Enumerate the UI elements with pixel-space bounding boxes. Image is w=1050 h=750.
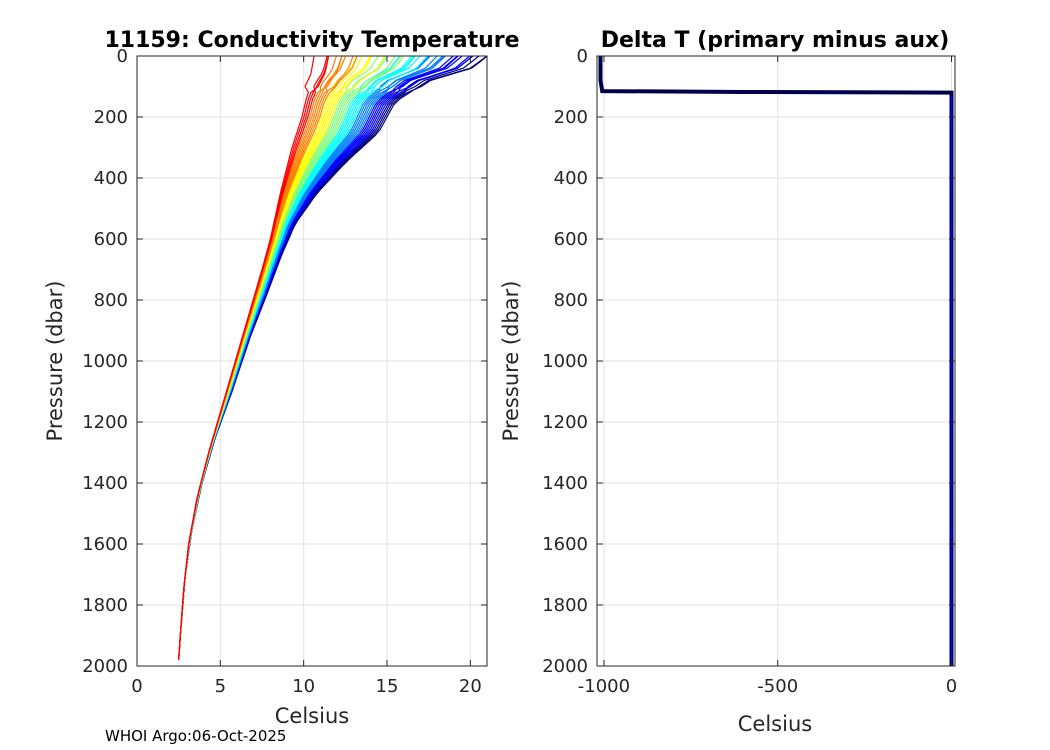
delta-t-tick-label-x: -500 [757, 676, 798, 697]
temperature-profile-line [178, 55, 330, 660]
delta-t-tick-label-y: 1000 [542, 351, 588, 372]
temperature-tick-label-x: 0 [131, 676, 142, 697]
profiles-temperature [178, 55, 488, 660]
temperature-tick-label-y: 1200 [82, 412, 128, 433]
temperature-tick-label-x: 15 [376, 676, 399, 697]
delta-t-tick-label-y: 600 [554, 229, 588, 250]
ticks-delta-t: 0 200 400 600 800 1000 1200 1400 1600 1800 2000-10… [542, 46, 957, 697]
temperature-tick-label-y: 1000 [82, 351, 128, 372]
temperature-tick-label-y: 600 [94, 229, 128, 250]
temperature-profile-line [178, 55, 438, 660]
temperature-profile-line [178, 55, 337, 660]
temperature-tick-label-y: 800 [94, 290, 128, 311]
delta-t-tick-label-y: 400 [554, 168, 588, 189]
temperature-tick-label-x: 20 [459, 676, 482, 697]
chart-temperature: 11159: Conductivity Temperature 02004006… [43, 28, 520, 728]
delta-t-tick-label-y: 0 [577, 46, 588, 67]
footer-label: WHOI Argo:06-Oct-2025 [105, 727, 286, 745]
delta-t-tick-label-y: 1600 [542, 534, 588, 555]
temperature-profile-line [178, 55, 315, 660]
chart-title-delta-t: Delta T (primary minus aux) [601, 28, 950, 53]
x-axis-label-delta-t: Celsius [738, 712, 812, 736]
y-axis-label-temperature: Pressure (dbar) [43, 281, 67, 442]
temperature-tick-label-y: 1400 [82, 473, 128, 494]
temperature-profile-line [178, 55, 405, 660]
temperature-profile-line [178, 55, 431, 660]
delta-t-tick-label-x: -1000 [578, 676, 630, 697]
delta-t-tick-label-y: 2000 [542, 656, 588, 677]
temperature-tick-label-x: 10 [292, 676, 315, 697]
delta-t-tick-label-x: 0 [946, 676, 957, 697]
x-axis-label-temperature: Celsius [275, 704, 349, 728]
y-axis-label-delta-t: Pressure (dbar) [499, 281, 523, 442]
grid-delta-t [597, 55, 955, 667]
delta-t-tick-label-y: 1400 [542, 473, 588, 494]
temperature-tick-label-y: 2000 [82, 656, 128, 677]
temperature-tick-label-y: 1800 [82, 595, 128, 616]
chart-title-temperature: 11159: Conductivity Temperature [104, 28, 519, 53]
delta-t-tick-label-y: 200 [554, 107, 588, 128]
lines-delta-t [598, 56, 954, 666]
temperature-tick-label-x: 5 [215, 676, 226, 697]
delta-t-tick-label-y: 1200 [542, 412, 588, 433]
temperature-tick-label-y: 400 [94, 168, 128, 189]
temperature-tick-label-y: 200 [94, 107, 128, 128]
temperature-profile-line [178, 55, 402, 660]
temperature-tick-label-y: 0 [117, 46, 128, 67]
chart-delta-t: Delta T (primary minus aux) 0 200 400 600 80… [499, 28, 957, 736]
temperature-tick-label-y: 1600 [82, 534, 128, 555]
delta-t-tick-label-y: 1800 [542, 595, 588, 616]
temperature-profile-line [178, 55, 415, 660]
temperature-profile-line [178, 55, 428, 660]
temperature-profile-line [178, 55, 401, 660]
delta-t-tick-label-y: 800 [554, 290, 588, 311]
